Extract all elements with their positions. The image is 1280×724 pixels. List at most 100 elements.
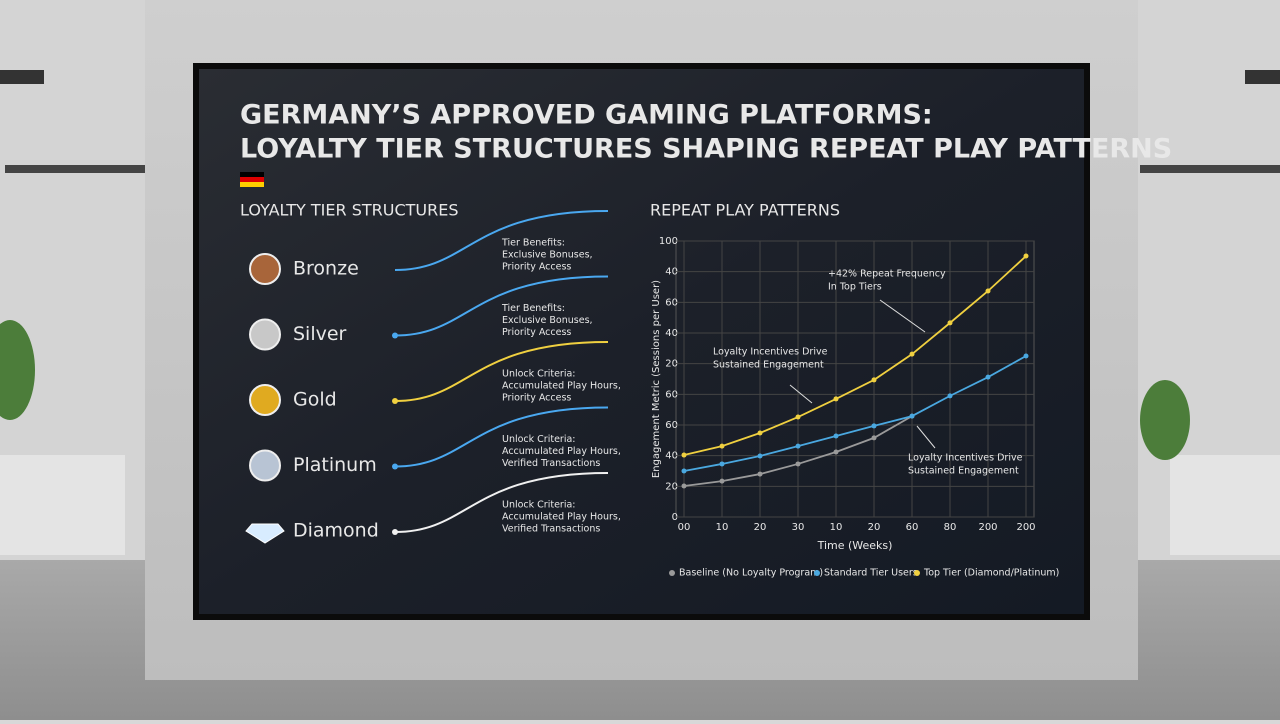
x-tick-label: 200	[1016, 522, 1035, 533]
x-tick-label: 20	[868, 522, 881, 533]
legend-label: Top Tier (Diamond/Platinum)	[923, 568, 1059, 579]
tier-text: Priority Access	[502, 262, 571, 273]
lamp	[1245, 70, 1280, 84]
point	[681, 468, 687, 474]
connector	[394, 275, 609, 337]
point	[757, 430, 763, 436]
y-tick-label: 100	[659, 236, 678, 247]
point	[795, 443, 801, 449]
tier-text: Exclusive Bonuses,	[502, 315, 593, 326]
flag	[240, 182, 264, 187]
series-line	[683, 255, 1027, 456]
tier-icon	[245, 523, 285, 544]
point	[719, 478, 725, 484]
y-tick-label: 40	[665, 267, 678, 278]
annotation-arrow	[916, 425, 936, 449]
point	[871, 423, 877, 429]
series-line	[683, 355, 1027, 472]
tier-text: Tier Benefits:	[501, 238, 565, 249]
legend-dot	[669, 570, 675, 576]
tier-name: Bronze	[293, 258, 359, 280]
legend-label: Baseline (No Loyalty Program)	[679, 568, 823, 579]
y-tick-label: 20	[665, 359, 678, 370]
tier-text: Accumulated Play Hours,	[502, 512, 621, 523]
point	[681, 452, 687, 458]
tier-text: Unlock Criteria:	[502, 500, 576, 511]
x-tick-label: 30	[792, 522, 805, 533]
tier-text: Unlock Criteria:	[502, 369, 576, 380]
point	[719, 443, 725, 449]
annotation-arrow	[879, 299, 926, 333]
tier-text: Unlock Criteria:	[502, 434, 576, 445]
annotation-arrow	[789, 384, 813, 404]
lamp	[5, 165, 145, 173]
lamp	[1140, 165, 1280, 173]
point	[947, 393, 953, 399]
plant	[0, 320, 35, 420]
x-tick-label: 10	[716, 522, 729, 533]
x-tick-label: 20	[754, 522, 767, 533]
y-tick-label: 40	[665, 328, 678, 339]
legend-dot	[914, 570, 920, 576]
x-axis-label: Time (Weeks)	[817, 539, 893, 552]
point	[947, 320, 953, 326]
connector	[394, 210, 609, 271]
connector	[394, 341, 609, 402]
point	[833, 449, 839, 455]
screen	[199, 69, 1084, 614]
point	[681, 483, 687, 489]
y-axis-label: Engagement Metric (Sessions per User)	[651, 280, 662, 478]
point	[871, 377, 877, 383]
tier-text: Accumulated Play Hours,	[502, 446, 621, 457]
y-tick-label: 60	[665, 420, 678, 431]
y-tick-label: 20	[665, 481, 678, 492]
point	[871, 435, 877, 441]
tier-icon	[249, 384, 281, 416]
desk	[1170, 455, 1280, 555]
tier-icon	[249, 253, 281, 285]
y-tick-label: 60	[665, 297, 678, 308]
title: GERMANY’S APPROVED GAMING PLATFORMS:	[240, 100, 933, 131]
legend-dot	[814, 570, 820, 576]
point	[985, 374, 991, 380]
legend-label: Standard Tier Users	[824, 568, 918, 579]
point	[795, 461, 801, 467]
annotation: Sustained Engagement	[908, 466, 1019, 477]
tier-text: Priority Access	[502, 393, 571, 404]
section-heading: LOYALTY TIER STRUCTURES	[240, 201, 458, 220]
x-tick-label: 00	[678, 522, 691, 533]
title: LOYALTY TIER STRUCTURES SHAPING REPEAT P…	[240, 134, 1172, 165]
y-tick-label: 0	[672, 512, 678, 523]
flag	[240, 177, 264, 182]
x-tick-label: 10	[830, 522, 843, 533]
tier-text: Priority Access	[502, 327, 571, 338]
point	[719, 461, 725, 467]
point	[985, 288, 991, 294]
connector	[394, 472, 609, 533]
point	[909, 351, 915, 357]
tier-icon	[249, 449, 281, 482]
tier-text: Accumulated Play Hours,	[502, 381, 621, 392]
tier-text: Verified Transactions	[502, 458, 600, 469]
y-tick-label: 40	[665, 451, 678, 462]
annotation: In Top Tiers	[828, 282, 882, 293]
annotation: Sustained Engagement	[713, 360, 824, 371]
point	[757, 471, 763, 477]
point	[795, 414, 801, 420]
point	[757, 453, 763, 459]
annotation: Loyalty Incentives Drive	[908, 453, 1023, 464]
plant	[1140, 380, 1190, 460]
lamp	[0, 70, 44, 84]
x-tick-label: 80	[944, 522, 957, 533]
flag	[240, 172, 264, 177]
tier-name: Silver	[293, 323, 347, 345]
point	[833, 433, 839, 439]
annotation: +42% Repeat Frequency	[828, 269, 946, 280]
tier-text: Exclusive Bonuses,	[502, 250, 593, 261]
y-tick-label: 60	[665, 389, 678, 400]
chart-title: REPEAT PLAY PATTERNS	[650, 201, 840, 220]
tier-text: Verified Transactions	[502, 524, 600, 535]
point	[909, 413, 915, 419]
connector	[394, 406, 609, 468]
